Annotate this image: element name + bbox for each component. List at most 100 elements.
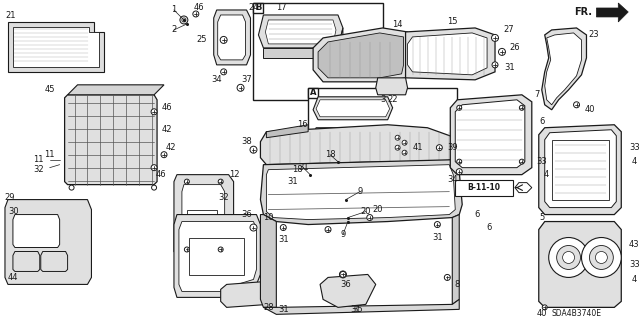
Text: 8: 8: [454, 280, 460, 289]
Text: 37: 37: [241, 75, 252, 84]
Circle shape: [582, 238, 621, 278]
Polygon shape: [266, 20, 336, 44]
Polygon shape: [451, 95, 532, 174]
Text: 10: 10: [264, 213, 274, 222]
Polygon shape: [266, 125, 308, 138]
Polygon shape: [328, 160, 372, 182]
Polygon shape: [541, 28, 586, 110]
Bar: [455, 180, 513, 196]
Text: 36: 36: [340, 280, 351, 289]
Circle shape: [340, 271, 346, 278]
Polygon shape: [13, 27, 99, 67]
Text: 42: 42: [162, 125, 172, 134]
Text: B-11-10: B-11-10: [468, 183, 500, 192]
Circle shape: [395, 145, 400, 150]
Text: 4: 4: [544, 170, 549, 179]
Polygon shape: [264, 300, 460, 314]
Text: 14: 14: [392, 20, 403, 29]
Circle shape: [180, 16, 188, 24]
Text: FR.: FR.: [575, 7, 593, 17]
Text: 6: 6: [486, 223, 492, 232]
Circle shape: [250, 224, 257, 231]
Text: 20: 20: [360, 207, 371, 216]
Circle shape: [499, 48, 506, 56]
Text: 7: 7: [534, 90, 540, 99]
Polygon shape: [260, 125, 457, 165]
Text: 29: 29: [4, 193, 15, 202]
Text: 31: 31: [432, 233, 443, 242]
Text: 18: 18: [324, 150, 335, 159]
Circle shape: [218, 179, 223, 184]
Circle shape: [161, 152, 167, 158]
Polygon shape: [596, 3, 628, 22]
Text: 31: 31: [287, 177, 298, 186]
Text: 16: 16: [298, 120, 308, 129]
Circle shape: [152, 185, 157, 190]
Polygon shape: [406, 28, 495, 80]
Text: 5: 5: [540, 213, 545, 222]
Polygon shape: [179, 222, 257, 291]
Text: 31: 31: [298, 163, 308, 172]
Polygon shape: [376, 78, 408, 95]
Circle shape: [339, 271, 346, 278]
Text: 3: 3: [380, 95, 385, 104]
Polygon shape: [41, 251, 68, 271]
Polygon shape: [182, 185, 225, 255]
Polygon shape: [320, 274, 376, 308]
Circle shape: [325, 226, 331, 233]
Circle shape: [520, 159, 524, 164]
Bar: [552, 140, 609, 200]
Circle shape: [193, 11, 199, 17]
Polygon shape: [174, 215, 260, 297]
Text: 21: 21: [5, 11, 15, 20]
Text: 28: 28: [263, 303, 274, 312]
Text: 45: 45: [44, 85, 54, 94]
Polygon shape: [539, 125, 621, 215]
Polygon shape: [311, 128, 394, 152]
Circle shape: [457, 159, 461, 164]
Text: 34: 34: [447, 175, 458, 184]
Polygon shape: [8, 22, 104, 72]
Text: 1: 1: [172, 5, 177, 14]
Text: 11: 11: [44, 150, 54, 159]
Bar: [187, 210, 217, 234]
Polygon shape: [408, 33, 487, 75]
Bar: [308, 88, 318, 98]
Circle shape: [456, 169, 462, 174]
Text: 31: 31: [278, 235, 289, 244]
Text: 17: 17: [276, 4, 287, 12]
Circle shape: [492, 34, 499, 41]
Circle shape: [220, 36, 227, 43]
Text: 15: 15: [447, 18, 458, 26]
Polygon shape: [221, 281, 273, 308]
Circle shape: [457, 105, 461, 110]
Bar: [308, 88, 457, 185]
Circle shape: [444, 274, 451, 280]
Text: 34: 34: [211, 75, 222, 84]
Text: 4: 4: [632, 157, 637, 166]
Circle shape: [184, 179, 189, 184]
Circle shape: [557, 246, 580, 270]
Polygon shape: [313, 97, 392, 120]
Text: 31: 31: [278, 305, 289, 314]
Polygon shape: [515, 182, 532, 193]
Text: 2: 2: [172, 26, 177, 34]
Circle shape: [542, 305, 547, 310]
Text: 38: 38: [241, 137, 252, 146]
Text: 40: 40: [536, 309, 547, 318]
Text: 33: 33: [536, 157, 547, 166]
Polygon shape: [545, 130, 616, 208]
Polygon shape: [13, 251, 40, 271]
Bar: [189, 238, 244, 275]
Polygon shape: [314, 131, 390, 149]
Text: SDA4B3740E: SDA4B3740E: [552, 309, 602, 318]
Polygon shape: [313, 28, 408, 82]
Circle shape: [182, 18, 186, 22]
Circle shape: [151, 165, 157, 171]
Circle shape: [367, 215, 372, 220]
Text: 27: 27: [504, 26, 515, 34]
Circle shape: [237, 84, 244, 91]
Text: 25: 25: [196, 35, 207, 44]
Polygon shape: [13, 215, 60, 248]
Polygon shape: [452, 215, 460, 304]
